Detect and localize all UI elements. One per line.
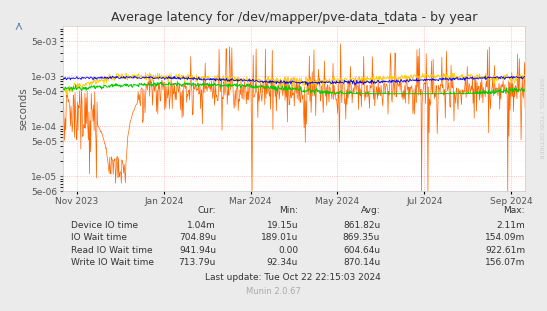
Text: 869.35u: 869.35u xyxy=(343,233,380,242)
Text: 156.07m: 156.07m xyxy=(485,258,525,267)
Text: Munin 2.0.67: Munin 2.0.67 xyxy=(246,287,301,296)
Text: IO Wait time: IO Wait time xyxy=(71,233,127,242)
Text: 941.94u: 941.94u xyxy=(179,246,216,255)
Text: Avg:: Avg: xyxy=(360,206,380,215)
Text: 0.00: 0.00 xyxy=(278,246,298,255)
Text: 922.61m: 922.61m xyxy=(485,246,525,255)
Text: 604.64u: 604.64u xyxy=(343,246,380,255)
Text: 2.11m: 2.11m xyxy=(496,221,525,230)
Text: 1.04m: 1.04m xyxy=(187,221,216,230)
Text: RRDTOOL / TOBI OETIKER: RRDTOOL / TOBI OETIKER xyxy=(538,78,543,159)
Text: 154.09m: 154.09m xyxy=(485,233,525,242)
Text: 704.89u: 704.89u xyxy=(179,233,216,242)
Text: Max:: Max: xyxy=(504,206,525,215)
Text: Device IO time: Device IO time xyxy=(71,221,138,230)
Title: Average latency for /dev/mapper/pve-data_tdata - by year: Average latency for /dev/mapper/pve-data… xyxy=(111,11,477,24)
Text: 92.34u: 92.34u xyxy=(267,258,298,267)
Text: 19.15u: 19.15u xyxy=(266,221,298,230)
Y-axis label: seconds: seconds xyxy=(19,87,28,130)
Text: Read IO Wait time: Read IO Wait time xyxy=(71,246,153,255)
Text: 861.82u: 861.82u xyxy=(343,221,380,230)
Text: Cur:: Cur: xyxy=(197,206,216,215)
Text: Last update: Tue Oct 22 22:15:03 2024: Last update: Tue Oct 22 22:15:03 2024 xyxy=(205,273,381,282)
Text: Min:: Min: xyxy=(279,206,298,215)
Text: 713.79u: 713.79u xyxy=(179,258,216,267)
Text: 870.14u: 870.14u xyxy=(343,258,380,267)
Text: 189.01u: 189.01u xyxy=(261,233,298,242)
Text: Write IO Wait time: Write IO Wait time xyxy=(71,258,154,267)
